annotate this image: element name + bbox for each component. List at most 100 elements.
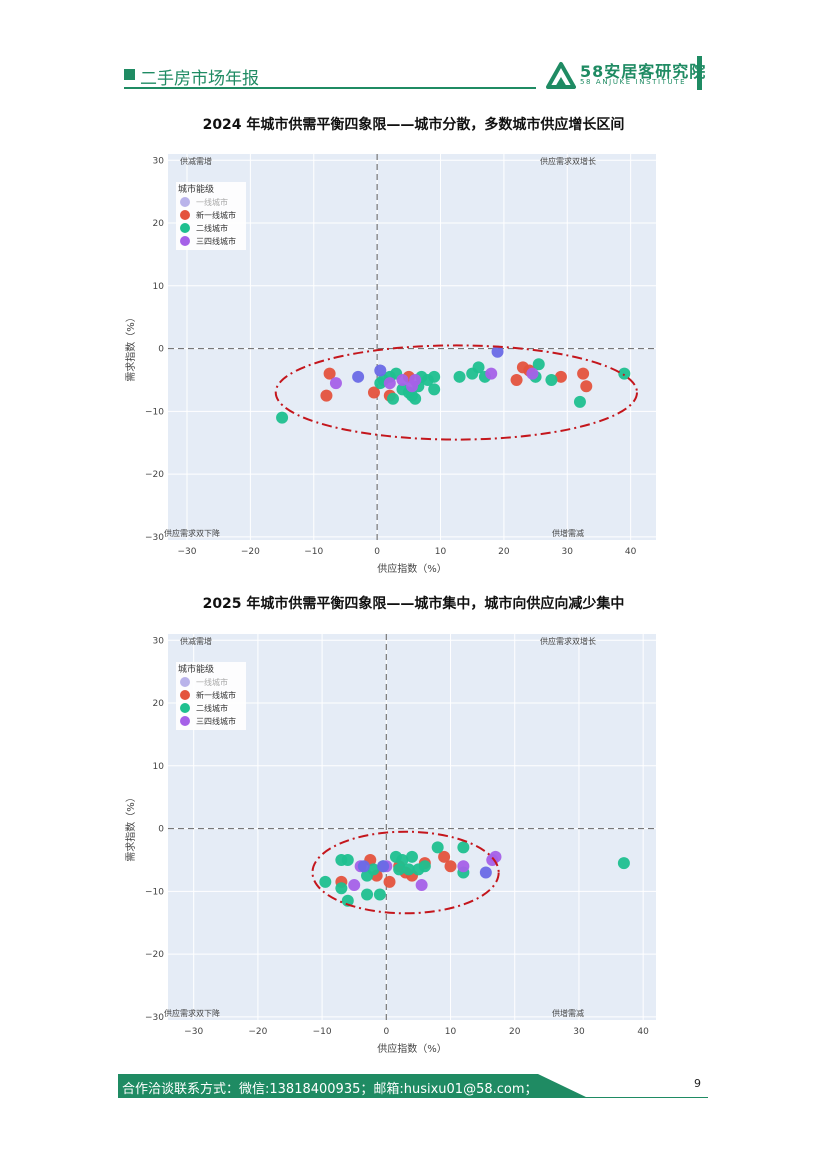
data-point (485, 367, 498, 380)
data-point (323, 367, 336, 380)
data-point (352, 370, 365, 383)
x-tick-label: 30 (573, 1027, 585, 1037)
x-tick-label: −10 (313, 1027, 332, 1037)
x-tick-label: −30 (178, 547, 197, 557)
x-tick-label: 0 (374, 547, 380, 557)
x-tick-label: 0 (383, 1027, 389, 1037)
y-tick-label: 10 (153, 282, 165, 292)
legend-marker (180, 223, 190, 233)
y-tick-label: −10 (145, 887, 164, 897)
highlight-ellipse (274, 344, 638, 441)
quadrant-label-bottom-right: 供增需减 (552, 1008, 584, 1018)
x-tick-label: 20 (509, 1027, 521, 1037)
data-point (617, 857, 630, 870)
data-point (319, 875, 332, 888)
data-point (418, 860, 431, 873)
data-point (453, 370, 466, 383)
y-tick-label: −20 (145, 470, 164, 480)
data-point (438, 850, 451, 863)
y-tick-label: 30 (153, 156, 165, 166)
data-point (577, 367, 590, 380)
logo-text: 58安居客研究院 (580, 62, 707, 81)
data-point (276, 411, 289, 424)
legend-entry: 二线城市 (196, 703, 228, 713)
data-point (377, 860, 390, 873)
legend-entry: 三四线城市 (196, 716, 236, 726)
x-tick-label: 40 (637, 1027, 649, 1037)
legend-entry: 新一线城市 (196, 690, 236, 700)
legend-title: 城市能级 (178, 663, 214, 675)
data-point (357, 860, 370, 873)
x-axis-label: 供应指数（%） (377, 1042, 447, 1055)
data-point (374, 364, 387, 377)
data-point (580, 380, 593, 393)
house-logo-icon (546, 62, 576, 89)
data-point (335, 882, 348, 895)
data-point (415, 879, 428, 892)
data-point (383, 875, 396, 888)
data-point (406, 850, 418, 863)
data-point (428, 370, 441, 383)
data-point (431, 841, 444, 854)
data-point (526, 367, 539, 380)
data-point (409, 392, 422, 405)
footer-band (118, 1074, 588, 1098)
data-point (489, 850, 502, 863)
legend-marker (180, 677, 190, 687)
y-tick-label: −10 (145, 407, 164, 417)
legend-entry: 二线城市 (196, 223, 228, 233)
y-tick-label: 0 (158, 345, 164, 355)
x-tick-label: 10 (435, 547, 447, 557)
quadrant-label-bottom-left: 供应需求双下降 (164, 1008, 220, 1018)
legend-marker (180, 703, 190, 713)
quadrant-label-bottom-right: 供增需减 (552, 528, 584, 538)
data-point (373, 888, 386, 901)
contact-info: 合作洽谈联系方式：微信:13818400935；邮箱:husixu01@58.c… (122, 1082, 538, 1097)
data-point (386, 392, 399, 405)
data-point (618, 367, 631, 380)
chart-1-title: 2024 年城市供需平衡四象限——城市分散，多数城市供应增长区间 (202, 117, 625, 133)
data-point (402, 863, 415, 876)
data-point (320, 389, 333, 402)
legend-marker (180, 716, 190, 726)
data-point (428, 383, 441, 396)
legend-title: 城市能级 (178, 183, 214, 195)
data-point (479, 866, 492, 879)
data-point (491, 345, 504, 358)
x-tick-label: 20 (498, 547, 510, 557)
data-point (457, 841, 470, 854)
report-title: 二手房市场年报 (140, 69, 259, 89)
data-point (361, 888, 374, 901)
x-axis-label: 供应指数（%） (377, 562, 447, 575)
data-point (409, 373, 422, 386)
y-tick-label: 10 (153, 762, 165, 772)
legend-entry: 一线城市 (196, 197, 228, 207)
x-tick-label: 30 (562, 547, 574, 557)
data-point (393, 863, 406, 876)
data-point (367, 386, 380, 399)
legend-marker (180, 210, 190, 220)
logo-subtext: 58 ANJUKE INSTITUTE (580, 78, 687, 86)
legend-marker (180, 236, 190, 246)
chart-2: −30 −20 −10 0 10 20 30 40 −30 −20 −10 0 10 20 30 供应指数（%… (124, 634, 656, 1055)
y-tick-label: −30 (145, 533, 164, 543)
chart-2-title: 2025 年城市供需平衡四象限——城市集中，城市向供应向减少集中 (202, 596, 625, 612)
header-divider (124, 87, 536, 89)
quadrant-label-top-left: 供减需增 (180, 156, 212, 166)
x-tick-label: −10 (304, 547, 323, 557)
data-point (383, 377, 396, 390)
chart-1: −30 −20 −10 0 10 20 30 40 −30 −20 −10 0 10 20 30 供应指数（%… (124, 154, 656, 575)
data-point (341, 853, 354, 866)
x-tick-label: −20 (248, 1027, 267, 1037)
y-tick-label: 30 (153, 636, 165, 646)
x-tick-label: −20 (241, 547, 260, 557)
legend-entry: 一线城市 (196, 677, 228, 687)
x-tick-label: 10 (445, 1027, 457, 1037)
legend-entry: 新一线城市 (196, 210, 236, 220)
legend-marker (180, 197, 190, 207)
plot-area (168, 154, 656, 540)
legend-marker (180, 690, 190, 700)
legend-entry: 三四线城市 (196, 236, 236, 246)
data-point (444, 860, 457, 873)
data-point (554, 370, 567, 383)
